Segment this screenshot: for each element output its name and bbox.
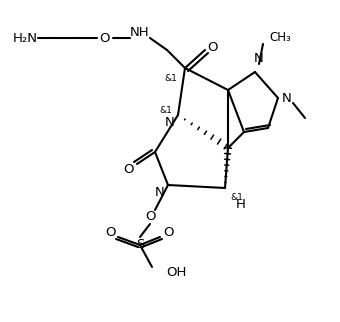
Text: O: O xyxy=(163,226,173,240)
Text: O: O xyxy=(145,211,155,223)
Text: O: O xyxy=(124,163,134,175)
Text: N: N xyxy=(165,116,175,128)
Text: NH: NH xyxy=(130,25,150,39)
Text: N: N xyxy=(282,91,292,105)
Text: &1: &1 xyxy=(159,106,172,115)
Text: OH: OH xyxy=(166,266,186,279)
Text: N: N xyxy=(254,52,264,64)
Text: N: N xyxy=(155,185,165,198)
Text: H: H xyxy=(236,198,246,212)
Text: &1: &1 xyxy=(165,73,177,82)
Text: S: S xyxy=(136,239,144,251)
Text: &1: &1 xyxy=(231,194,243,203)
Text: CH₃: CH₃ xyxy=(269,31,291,43)
Text: O: O xyxy=(100,32,110,44)
Text: H₂N: H₂N xyxy=(13,32,37,44)
Text: O: O xyxy=(208,41,218,53)
Text: O: O xyxy=(105,226,115,240)
